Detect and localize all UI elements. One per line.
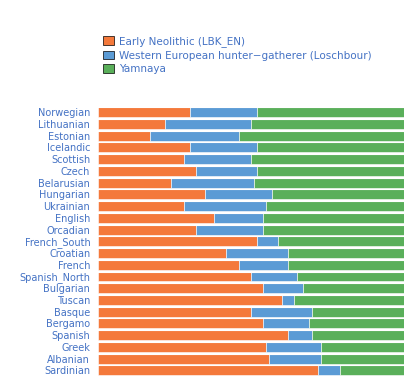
Bar bbox=[214, 213, 263, 223]
Bar bbox=[263, 283, 303, 293]
Bar bbox=[251, 307, 312, 317]
Bar bbox=[294, 295, 404, 305]
Bar bbox=[309, 318, 404, 328]
Bar bbox=[254, 178, 404, 188]
Bar bbox=[322, 342, 404, 352]
Bar bbox=[98, 307, 251, 317]
Bar bbox=[205, 189, 273, 200]
Bar bbox=[288, 330, 312, 340]
Bar bbox=[257, 107, 404, 117]
Bar bbox=[98, 131, 150, 141]
Bar bbox=[257, 142, 404, 152]
Bar bbox=[98, 318, 263, 328]
Bar bbox=[279, 236, 404, 246]
Bar bbox=[98, 295, 282, 305]
Bar bbox=[269, 354, 322, 364]
Bar bbox=[98, 260, 239, 270]
Bar bbox=[196, 166, 257, 176]
Bar bbox=[171, 178, 254, 188]
Bar bbox=[98, 330, 288, 340]
Bar bbox=[98, 201, 184, 211]
Bar bbox=[98, 342, 266, 352]
Bar bbox=[98, 213, 214, 223]
Bar bbox=[312, 307, 404, 317]
Bar bbox=[98, 178, 171, 188]
Bar bbox=[266, 342, 322, 352]
Bar bbox=[98, 119, 165, 129]
Bar bbox=[318, 365, 339, 375]
Bar bbox=[339, 365, 404, 375]
Bar bbox=[226, 248, 288, 258]
Bar bbox=[190, 142, 257, 152]
Bar bbox=[98, 354, 269, 364]
Bar bbox=[251, 119, 404, 129]
Bar bbox=[322, 354, 404, 364]
Bar bbox=[251, 271, 297, 282]
Bar bbox=[196, 225, 263, 234]
Legend: Early Neolithic (LBK_EN), Western European hunter−gatherer (Loschbour), Yamnaya: Early Neolithic (LBK_EN), Western Europe… bbox=[103, 36, 371, 74]
Bar bbox=[257, 236, 279, 246]
Bar bbox=[98, 271, 251, 282]
Bar bbox=[297, 271, 404, 282]
Bar bbox=[251, 154, 404, 164]
Bar bbox=[273, 189, 404, 200]
Bar bbox=[263, 318, 309, 328]
Bar bbox=[98, 248, 226, 258]
Bar bbox=[98, 154, 184, 164]
Bar bbox=[184, 154, 251, 164]
Bar bbox=[98, 189, 205, 200]
Bar bbox=[312, 330, 404, 340]
Bar bbox=[263, 225, 404, 234]
Bar bbox=[303, 283, 404, 293]
Bar bbox=[184, 201, 266, 211]
Bar bbox=[98, 236, 257, 246]
Bar bbox=[98, 142, 190, 152]
Bar bbox=[288, 248, 404, 258]
Bar bbox=[239, 260, 288, 270]
Bar bbox=[288, 260, 404, 270]
Bar bbox=[150, 131, 239, 141]
Bar bbox=[98, 225, 196, 234]
Bar bbox=[257, 166, 404, 176]
Bar bbox=[266, 201, 404, 211]
Bar bbox=[98, 107, 190, 117]
Bar bbox=[98, 283, 263, 293]
Bar bbox=[98, 365, 318, 375]
Bar bbox=[239, 131, 404, 141]
Bar bbox=[190, 107, 257, 117]
Bar bbox=[263, 213, 404, 223]
Bar bbox=[282, 295, 294, 305]
Bar bbox=[165, 119, 251, 129]
Bar bbox=[98, 166, 196, 176]
